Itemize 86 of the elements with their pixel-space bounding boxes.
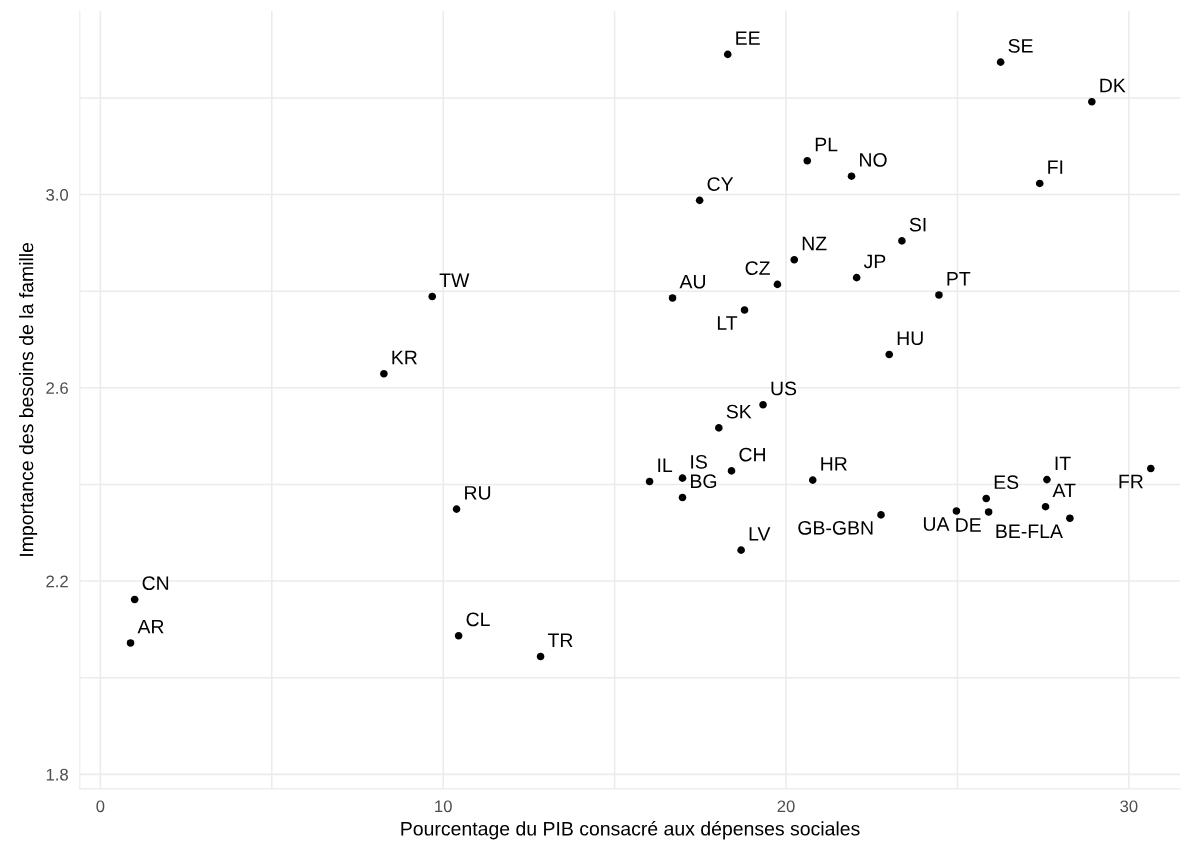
point xyxy=(723,50,732,59)
annotation: CY xyxy=(707,177,734,191)
annotation: PT xyxy=(947,272,971,286)
annotation: CZ xyxy=(745,261,770,276)
annotation: HU xyxy=(897,331,923,346)
point xyxy=(982,494,991,503)
point xyxy=(803,156,812,165)
point xyxy=(885,350,894,359)
x-tick-label: 0 xyxy=(96,800,105,813)
annotation: GB-GBN xyxy=(798,520,873,535)
annotation: ES xyxy=(994,475,1019,490)
annotation: DK xyxy=(1100,78,1126,93)
annotation: FR xyxy=(1119,474,1143,489)
annotation: IS xyxy=(691,455,707,469)
y-tick-label: 2.6 xyxy=(46,382,68,395)
point xyxy=(952,507,961,515)
annotation: TR xyxy=(547,633,573,647)
y-tick-label: 3.0 xyxy=(46,188,69,201)
annotation: CN xyxy=(142,576,169,591)
point xyxy=(727,467,736,475)
annotation: BG xyxy=(691,474,717,489)
point xyxy=(852,273,861,282)
y-tick-label: 1.8 xyxy=(46,768,68,781)
point xyxy=(678,493,687,502)
annotation: TW xyxy=(439,273,470,287)
point xyxy=(536,652,545,661)
point xyxy=(645,477,654,486)
point xyxy=(1146,464,1155,473)
point xyxy=(935,291,943,299)
point xyxy=(1066,514,1074,523)
annotation: IL xyxy=(658,458,673,472)
annotation: IT xyxy=(1055,456,1071,471)
point xyxy=(790,255,799,264)
annotation: LT xyxy=(717,316,738,330)
annotation: NO xyxy=(860,153,887,167)
point xyxy=(452,505,461,513)
point xyxy=(695,196,704,205)
annotation: AT xyxy=(1052,483,1076,498)
x-tick-label: 30 xyxy=(1120,800,1138,813)
point xyxy=(1035,179,1044,188)
point xyxy=(678,474,687,482)
annotation: US xyxy=(771,381,797,396)
annotation: AR xyxy=(137,619,164,634)
point xyxy=(773,280,782,289)
x-axis-title: Pourcentage du PIB consacré aux dépenses sociales xyxy=(401,821,860,840)
y-axis-title: Importance des besoins de la famille xyxy=(19,242,38,556)
point xyxy=(847,172,856,180)
annotation: NZ xyxy=(802,236,827,251)
point xyxy=(898,237,906,245)
point xyxy=(759,400,767,409)
annotation: HR xyxy=(821,457,847,471)
annotation: SK xyxy=(726,404,752,419)
point xyxy=(1041,502,1050,511)
annotation: RU xyxy=(465,486,491,500)
point xyxy=(984,508,993,516)
annotation: AU xyxy=(679,274,706,289)
point xyxy=(130,595,139,604)
annotation: BE-FLA xyxy=(996,524,1063,538)
annotation: SI xyxy=(909,217,926,232)
point xyxy=(808,476,817,484)
point xyxy=(1088,97,1096,106)
point xyxy=(715,424,723,432)
point xyxy=(737,546,745,554)
annotation: DE xyxy=(956,518,981,532)
point xyxy=(1043,475,1051,484)
annotation: UA xyxy=(923,517,950,531)
x-tick-label: 10 xyxy=(435,800,452,813)
annotation: SE xyxy=(1008,38,1033,53)
annotation: LV xyxy=(749,527,771,541)
point xyxy=(126,639,135,647)
point xyxy=(740,306,749,314)
point xyxy=(877,511,885,519)
annotation: JP xyxy=(863,254,886,269)
point xyxy=(428,292,437,301)
annotation: EE xyxy=(736,31,760,45)
point xyxy=(996,58,1005,66)
point xyxy=(454,631,463,640)
annotation: PL xyxy=(815,137,838,152)
y-tick-label: 2.2 xyxy=(46,575,68,588)
point xyxy=(380,370,388,378)
annotation: CL xyxy=(466,612,490,627)
point xyxy=(668,294,677,302)
annotation: FI xyxy=(1048,160,1063,174)
annotation: CH xyxy=(739,447,765,462)
annotation: KR xyxy=(392,350,417,365)
x-tick-label: 20 xyxy=(777,800,795,813)
